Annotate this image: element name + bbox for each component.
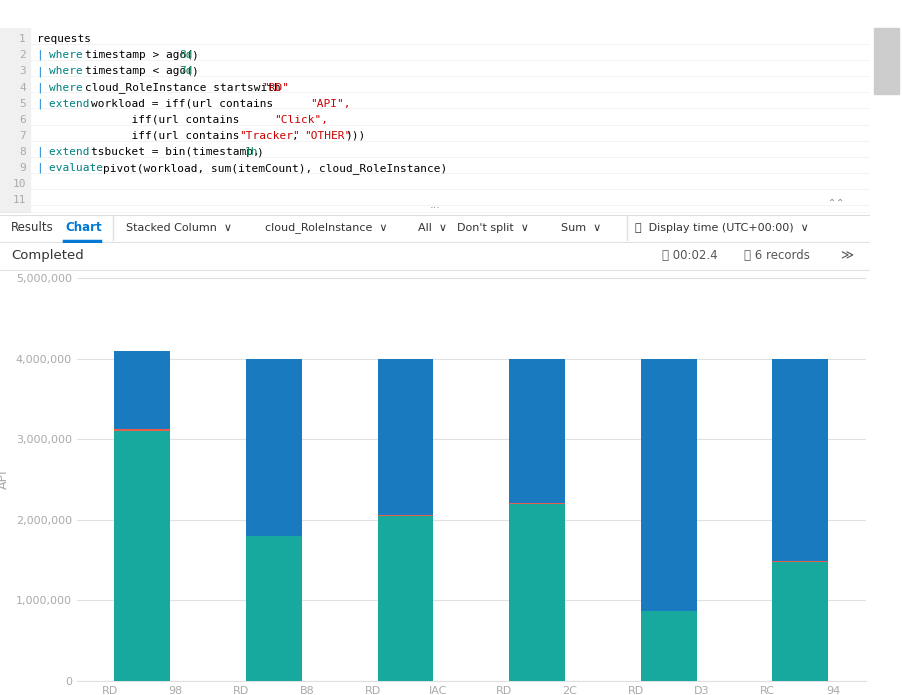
Text: "Click",: "Click", xyxy=(274,115,328,125)
Text: cloud_RoleInstance  ∨: cloud_RoleInstance ∨ xyxy=(265,222,388,233)
Text: Chart: Chart xyxy=(65,221,102,234)
Text: 1h: 1h xyxy=(244,147,258,157)
Text: 6: 6 xyxy=(19,115,26,125)
Bar xyxy=(378,359,434,516)
Bar xyxy=(378,516,434,681)
Text: All  ∨: All ∨ xyxy=(418,222,446,233)
Bar xyxy=(115,431,170,681)
Bar xyxy=(873,28,898,94)
Text: iff(url contains: iff(url contains xyxy=(37,131,240,141)
Text: requests: requests xyxy=(37,34,91,44)
Bar xyxy=(509,359,565,503)
Bar xyxy=(115,429,170,431)
Text: |: | xyxy=(37,163,51,174)
Text: |: | xyxy=(37,82,51,92)
Text: Results: Results xyxy=(12,221,54,234)
Text: ): ) xyxy=(191,50,198,60)
Text: 4: 4 xyxy=(19,83,26,92)
Bar xyxy=(509,504,565,681)
Text: where: where xyxy=(50,50,90,60)
Text: workload = iff(url contains: workload = iff(url contains xyxy=(91,99,273,108)
Text: pivot(workload, sum(itemCount), cloud_RoleInstance): pivot(workload, sum(itemCount), cloud_Ro… xyxy=(103,163,446,174)
Text: 10: 10 xyxy=(13,179,26,189)
Text: where: where xyxy=(50,83,90,92)
Text: 7d: 7d xyxy=(179,66,193,76)
Bar xyxy=(115,350,170,429)
Bar xyxy=(246,536,302,681)
Bar xyxy=(640,359,696,610)
Text: 5: 5 xyxy=(19,99,26,108)
Text: 11: 11 xyxy=(13,195,26,206)
Text: ≫: ≫ xyxy=(840,250,853,262)
Text: |: | xyxy=(37,147,51,157)
Text: "API",: "API", xyxy=(309,99,350,108)
Y-axis label: API: API xyxy=(0,470,10,489)
Text: 9: 9 xyxy=(19,163,26,173)
Text: ⌃⌃: ⌃⌃ xyxy=(828,198,844,208)
Text: ,: , xyxy=(292,131,306,141)
Text: Completed: Completed xyxy=(12,250,84,262)
Bar xyxy=(772,359,828,562)
Text: |: | xyxy=(37,66,51,76)
Text: extend: extend xyxy=(50,147,97,157)
Text: 2: 2 xyxy=(19,50,26,60)
Text: Sum  ∨: Sum ∨ xyxy=(561,222,602,233)
Text: |: | xyxy=(37,99,51,109)
Text: ))): ))) xyxy=(345,131,365,141)
Text: Stacked Column  ∨: Stacked Column ∨ xyxy=(126,222,232,233)
Text: 7: 7 xyxy=(19,131,26,141)
Text: Don't split  ∨: Don't split ∨ xyxy=(457,222,529,233)
Text: "OTHER": "OTHER" xyxy=(304,131,351,141)
Text: 3: 3 xyxy=(19,66,26,76)
Text: timestamp > ago(: timestamp > ago( xyxy=(85,50,193,60)
Text: ): ) xyxy=(191,66,198,76)
Text: 8: 8 xyxy=(19,147,26,157)
Text: 1: 1 xyxy=(19,34,26,44)
Bar xyxy=(772,562,828,681)
Text: tsbucket = bin(timestamp,: tsbucket = bin(timestamp, xyxy=(91,147,266,157)
Bar xyxy=(0,28,31,213)
Text: ...: ... xyxy=(429,199,441,210)
Text: "Tracker": "Tracker" xyxy=(239,131,299,141)
Text: iff(url contains: iff(url contains xyxy=(37,115,240,125)
Bar xyxy=(246,359,302,536)
Text: 8d: 8d xyxy=(179,50,193,60)
Text: ⏱ 00:02.4: ⏱ 00:02.4 xyxy=(661,250,717,262)
Text: ): ) xyxy=(256,147,263,157)
Text: ⏱  Display time (UTC+00:00)  ∨: ⏱ Display time (UTC+00:00) ∨ xyxy=(635,222,809,233)
Bar xyxy=(640,611,696,681)
Text: evaluate: evaluate xyxy=(50,163,110,173)
Text: extend: extend xyxy=(50,99,97,108)
Text: where: where xyxy=(50,66,90,76)
Text: "RD": "RD" xyxy=(262,83,290,92)
Text: timestamp < ago(: timestamp < ago( xyxy=(85,66,193,76)
Text: |: | xyxy=(37,50,51,60)
Text: cloud_RoleInstance startswith: cloud_RoleInstance startswith xyxy=(85,82,287,93)
Text: 📋 6 records: 📋 6 records xyxy=(744,250,810,262)
